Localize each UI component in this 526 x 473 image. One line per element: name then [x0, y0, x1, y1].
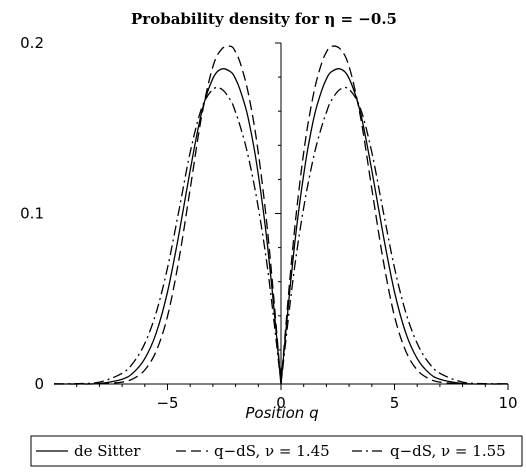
x-tick-label: 10	[498, 394, 517, 412]
y-tick-label: 0.2	[20, 34, 44, 52]
series-line-3	[53, 86, 509, 385]
legend: de Sitter q−dS, ν = 1.45 q−dS, ν = 1.55	[30, 435, 523, 467]
chart-title: Probability density for η = −0.5	[131, 10, 397, 28]
plot-lines	[53, 45, 509, 385]
legend-entry-label: de Sitter	[74, 442, 141, 460]
y-tick-label: 0	[34, 375, 44, 393]
legend-box	[30, 435, 523, 467]
y-tick-label: 0.1	[20, 205, 44, 223]
x-tick-label: −5	[156, 394, 178, 412]
axes: −5 0 5 10 0 0.1 0.2	[20, 34, 517, 412]
x-axis-label: Position q	[245, 404, 318, 422]
x-tick-label: 5	[390, 394, 400, 412]
legend-entry-label: q−dS, ν = 1.55	[390, 442, 506, 460]
legend-entry-label: q−dS, ν = 1.45	[214, 442, 330, 460]
x-tick-label: 0	[276, 394, 286, 412]
